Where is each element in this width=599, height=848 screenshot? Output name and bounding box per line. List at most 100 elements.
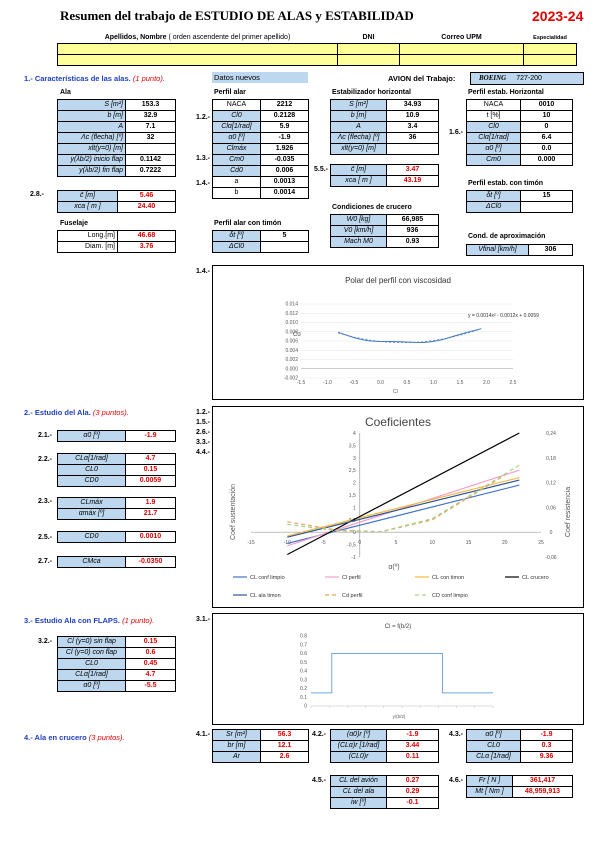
chart2-ytick-right: 0,06 [546,505,556,511]
chart2-ytick-left: 4 [353,431,356,437]
t43-value: -1.9 [520,729,573,741]
legend-label: CL ala timon [250,593,281,599]
perfil-estab-table-row: Cl0 0 [466,121,573,133]
crucero-table-value: 0.93 [386,236,439,248]
student-dni-2[interactable] [337,54,400,66]
t42-label: (CLα)r [1/rad] [330,740,387,752]
chart1-xtick: -1.5 [297,380,306,386]
ala-table-label: b [m] [57,110,126,122]
ala-table-row: b [m] 32.9 [57,110,176,122]
t42: (α0)r [º] -1.9 (CLα)r [1/rad] 3.44 (CL0)r 0.1… [330,729,439,763]
t32-label: CLα[1/rad] [57,669,126,681]
num-2-3: 2.3.- [38,498,53,505]
perfil-estab-table-row: Clα[1/rad] 6.4 [466,132,573,144]
chart2-ytick-left: -1 [351,555,356,561]
section1-title: 1.- Características de las alas. (1 punt… [24,74,165,83]
chart3-ytick: 0.7 [300,642,307,648]
legend-label: CL crucero [522,575,549,581]
num-1-6: 1.6.- [449,129,464,136]
ala-table-row: S [m²] 153.3 [57,99,176,111]
t22-label: CL0 [57,464,126,476]
col-especialidad-header: Especialidad [533,35,567,41]
legend-label: CL conf limpio [250,575,285,581]
t46-row: Mt [ Nm ] 48,959,913 [466,786,573,798]
t45-label: CL del ala [330,786,387,798]
aprox-title: Cond. de aproximación [468,233,546,240]
crucero-title: Condiciones de crucero [332,204,412,211]
chart2-ytick-right: 0 [550,530,553,536]
t32-value: 0.15 [125,636,176,648]
chart2-nums-left: 1.2.- 1.5.- 2.6.- 3.3.- 4.4.- [196,409,211,456]
legend-label: Cl perfil [342,575,361,581]
perfil-estab-table-label: t [%] [466,110,521,122]
student-email-1[interactable] [399,43,524,55]
perfil-estab-table-value: 0.000 [520,154,573,166]
student-esp-2[interactable] [523,54,577,66]
t23: CLmáx 1.9 αmáx [º] 21.7 [57,497,176,520]
chart2-xtick: 10 [429,540,435,546]
ala-table-value: 0.1142 [125,154,176,166]
student-name-2[interactable] [57,54,338,66]
cd-perfil-line [287,474,506,533]
perfil-estab-table-label: Cm0 [466,154,521,166]
num-2-7: 2.7.- [38,558,53,565]
ala-table-label: xlt(y=0) [m] [57,143,126,155]
perfil-value: 0.006 [260,165,309,177]
chart2-xtick: 0 [358,540,361,546]
estab-table-label: b [m] [330,110,387,122]
ala-table-row: A 7.1 [57,121,176,133]
perfil-estab-table-label: Clα[1/rad] [466,132,521,144]
t42-row: (α0)r [º] -1.9 [330,729,439,741]
student-name-1[interactable] [57,43,338,55]
student-dni-1[interactable] [337,43,400,55]
t32-label: CL0 [57,658,126,670]
perfil-timon-title: Perfil alar con timón [214,220,282,227]
chart3-ytick: 0.4 [300,669,307,675]
t46-label: Mt [ Nm ] [466,786,513,798]
chart1-ytick: 0.002 [285,357,298,363]
crucero-table-value: 936 [386,225,439,237]
t22-label: CD0 [57,475,126,487]
section2-title: 2.- Estudio del Ala. (3 puntos). [24,408,129,417]
t43-value: 0.3 [520,740,573,752]
t32-row: Cl (y=0) sin flap 0.15 [57,636,176,648]
fuselaje-table: Long.[m] 46.68 Diam. [m] 3.76 [57,230,176,253]
naca-value: 2212 [260,99,309,111]
chart2-ytick-left: 2 [353,481,356,487]
chart3-ytick: 0 [304,704,307,710]
student-email-2[interactable] [399,54,524,66]
chart2-ytick-left: 2,5 [349,468,356,474]
chart3-ytick: 0.5 [300,660,307,666]
t22-value: 0.0059 [125,475,176,487]
chart1-title: Polar del perfil con viscosidad [345,276,451,285]
perfil-value: 0.0013 [260,176,309,188]
crucero-table-row: W0 [kg] 66,985 [330,214,439,226]
perfil-value: 0.2128 [260,110,309,122]
chart1-ytick: 0.000 [285,366,298,372]
t42-row: (CLα)r [1/rad] 3.44 [330,740,439,752]
legend-label: CL con timon [432,575,464,581]
estab-table-label: A [330,121,387,133]
t23-value: 1.9 [125,497,176,509]
student-esp-1[interactable] [523,43,577,55]
flap-chart: Cl = f(b/2) 0.8 0.7 0.6 0.5 0.4 0.3 0.2 0.1 0 y/… [212,613,584,725]
t45-value: 0.29 [386,786,439,798]
datos-nuevos-label: Datos nuevos [212,72,308,83]
chart1-xtick: -1.0 [323,380,332,386]
num-2-1: 2.1.- [38,432,53,439]
t23-value: 21.7 [125,508,176,520]
estab-table-row: xlt(y=0) [m] [330,143,439,155]
chart2-xtick: 5 [395,540,398,546]
t45-label: CL del avión [330,775,387,787]
perfil-value: 0.0014 [260,187,309,199]
num-4-2: 4.2.- [312,731,327,738]
chart2-xlabel: α(º) [388,564,399,571]
col-name-header: Apellidos, Nombre [104,34,167,41]
perfil-value: 1.926 [260,143,309,155]
estab-table-value: 10.9 [386,110,439,122]
chart1-ytick: -0.002 [284,376,298,382]
estab-table-label: Λc (flecha) [º] [330,132,387,144]
chart2-xtick: -5 [321,540,326,546]
cl-perfil-line [287,469,520,547]
t43-row: CLα [1/rad] 9.36 [466,751,573,763]
